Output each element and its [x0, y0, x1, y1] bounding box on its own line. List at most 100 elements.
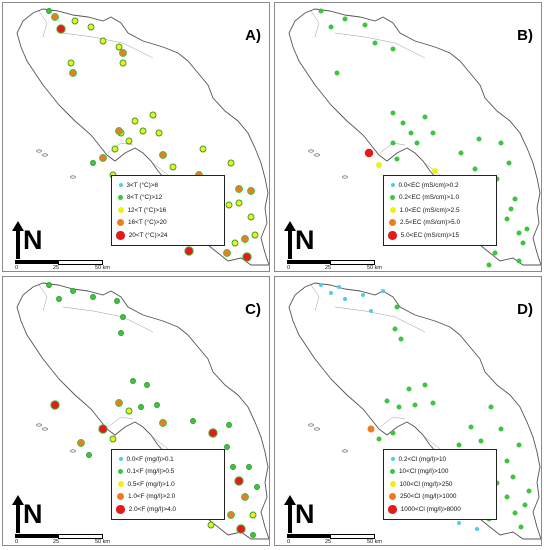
island — [70, 175, 76, 179]
sample-point — [130, 378, 136, 384]
island — [314, 427, 320, 431]
north-arrow-icon — [284, 495, 296, 533]
scale-label-start: 0 — [287, 265, 291, 271]
sample-point — [235, 185, 243, 193]
sample-point — [381, 289, 385, 293]
scale-label-start: 0 — [15, 539, 19, 545]
legend-symbol — [118, 195, 123, 201]
sample-point — [67, 59, 75, 67]
north-arrow-icon — [12, 495, 24, 533]
sample-point — [504, 494, 510, 500]
sample-point — [154, 402, 160, 408]
scale-bar-segment — [15, 260, 58, 264]
sample-point — [119, 59, 127, 67]
sample-point — [159, 151, 167, 159]
sample-point — [486, 262, 492, 268]
legend-entry: 0.0<EC (mS/cm)>0.2 — [388, 179, 492, 192]
sample-point — [512, 196, 518, 202]
sample-point — [364, 148, 374, 158]
legend-symbol — [118, 457, 123, 462]
sample-point — [390, 430, 396, 436]
sample-point — [394, 156, 400, 162]
legend-symbol — [390, 183, 395, 188]
legend-entry: 2.0<F (mg/l)>4.0 — [116, 503, 220, 516]
sample-point — [254, 484, 260, 490]
scale-bar-segment — [287, 260, 330, 264]
sample-point — [342, 16, 348, 22]
sample-point — [468, 424, 474, 430]
internal-boundary — [310, 10, 320, 38]
legend-symbol — [118, 183, 123, 188]
legend-symbol — [389, 493, 396, 501]
sample-point — [250, 532, 256, 538]
sample-point — [488, 404, 494, 410]
internal-boundary — [38, 10, 48, 38]
legend-symbol — [117, 219, 124, 227]
legend-symbol — [390, 195, 395, 201]
sample-point — [99, 154, 107, 162]
legend-entry: 0.2<Cl (mg/l)>10 — [388, 453, 492, 466]
sample-point — [318, 8, 324, 14]
north-arrow-icon — [284, 221, 296, 259]
sample-point — [430, 400, 436, 406]
sample-point — [506, 160, 512, 166]
sample-point — [400, 120, 406, 126]
north-arrow-icon — [12, 221, 24, 259]
island — [42, 153, 48, 157]
legend-entry: 0.5<F (mg/l)>1.0 — [116, 478, 220, 491]
sample-point — [510, 474, 516, 480]
north-arrow: N — [11, 495, 51, 535]
legend-entry: 250<Cl (mg/l)>1000 — [388, 491, 492, 504]
sample-point — [90, 160, 96, 166]
sample-point — [230, 464, 236, 470]
sample-point — [319, 283, 323, 287]
legend-text: 3<T (°C)>8 — [126, 181, 159, 189]
sample-point — [169, 163, 177, 171]
sample-point — [69, 69, 77, 77]
sample-point — [414, 140, 420, 146]
sample-point — [334, 70, 340, 76]
sample-point — [522, 502, 528, 508]
north-arrow: N — [11, 221, 51, 261]
legend-entry: 3<T (°C)>8 — [116, 179, 220, 192]
island — [36, 423, 42, 427]
sample-point — [369, 309, 373, 313]
sample-point — [422, 382, 428, 388]
north-label: N — [295, 225, 315, 255]
legend-text: 1000<Cl (mg/l)>8000 — [400, 505, 461, 513]
sample-point — [246, 464, 252, 470]
sample-point — [115, 43, 123, 51]
legend-text: 0.0<EC (mS/cm)>0.2 — [398, 181, 459, 189]
sample-point — [225, 201, 233, 209]
sample-point — [114, 298, 120, 304]
island — [42, 427, 48, 431]
map-legend: 3<T (°C)>8 8<T (°C)>12 12<T (°C)>16 16<T (°… — [111, 175, 225, 246]
sample-point — [329, 291, 333, 295]
sample-point — [99, 37, 107, 45]
map-panel-d: D) 0.2<Cl (mg/l)>10 10<Cl (mg/l)>100 100<Cl… — [274, 276, 542, 546]
north-arrow: N — [283, 221, 323, 261]
legend-symbol — [117, 481, 124, 488]
sample-point — [227, 511, 235, 519]
sample-point — [71, 17, 79, 25]
sample-point — [406, 386, 412, 392]
sample-point — [498, 426, 504, 432]
legend-symbol — [390, 457, 395, 462]
panel-label: D) — [517, 301, 533, 318]
sample-point — [456, 442, 462, 448]
region-boundary — [16, 8, 269, 266]
legend-text: 1.0<F (mg/l)>2.0 — [128, 493, 176, 501]
island — [308, 423, 314, 427]
internal-boundary — [334, 306, 426, 333]
island — [70, 449, 76, 453]
sample-point — [524, 226, 530, 232]
scale-bar: 0 25 50 km — [287, 534, 407, 545]
sample-point — [149, 111, 157, 119]
sample-point — [372, 40, 378, 46]
legend-text: 250<Cl (mg/l)>1000 — [400, 493, 457, 501]
sample-point — [51, 13, 59, 21]
scale-bar-segment — [330, 534, 375, 539]
sample-point — [56, 24, 66, 34]
internal-boundary — [107, 416, 134, 428]
sample-point — [458, 150, 464, 156]
